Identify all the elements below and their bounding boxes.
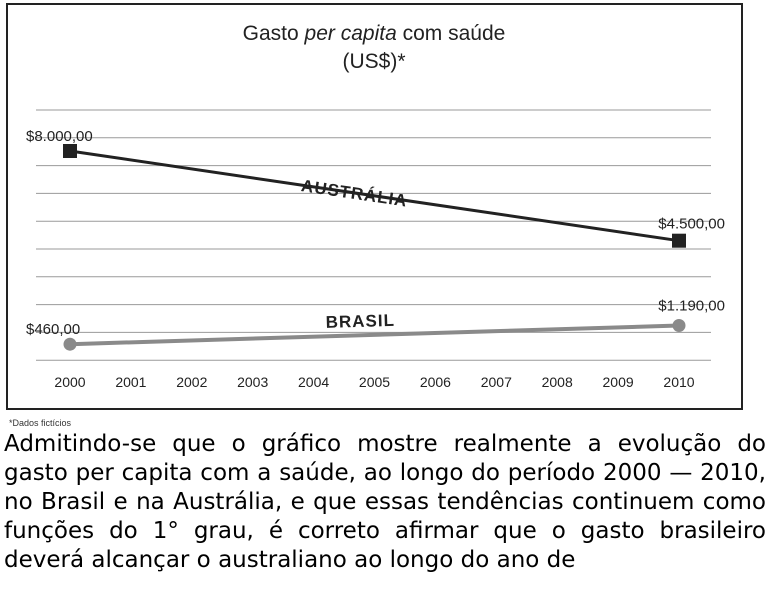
chart-panel: Gasto per capita com saúde (US$)* $8.000… [6, 3, 743, 410]
series-name-label: AUSTRÁLIA [300, 176, 409, 210]
series-layer: $8.000,00 $4.500,00 AUSTRÁLIA $460,00 $1.190… [26, 128, 725, 351]
x-tick-label: 2005 [359, 374, 390, 390]
x-tick-label: 2008 [542, 374, 573, 390]
x-tick-label: 2009 [603, 374, 634, 390]
chart-title-line2: (US$)* [342, 50, 405, 73]
question-text: Admitindo-se que o gráfico mostre realme… [4, 431, 766, 573]
chart-title-italic: per capita [304, 22, 397, 45]
data-label: $460,00 [26, 321, 80, 338]
chart-title-post: com saúde [397, 22, 506, 45]
data-point-brasil [672, 319, 686, 333]
x-tick-label: 2002 [176, 374, 207, 390]
series-line-australia [69, 149, 680, 243]
series-name-label: BRASIL [325, 311, 395, 332]
data-label: $8.000,00 [26, 128, 93, 145]
data-label: $4.500,00 [658, 216, 725, 233]
x-tick-label: 2000 [54, 374, 85, 390]
x-tick-label: 2004 [298, 374, 329, 390]
x-axis-ticks: 2000 2001 2002 2003 2004 2005 2006 2007 2008 2009… [54, 374, 694, 390]
series-line-brasil [69, 323, 680, 347]
data-label: $1.190,00 [658, 298, 725, 315]
chart-title-line1: Gasto per capita com saúde [243, 22, 506, 45]
x-tick-label: 2010 [663, 374, 694, 390]
data-point-brasil [63, 337, 77, 351]
x-tick-label: 2003 [237, 374, 268, 390]
gridlines [36, 109, 711, 361]
x-tick-label: 2001 [115, 374, 146, 390]
footnote: *Dados fictícios [9, 418, 72, 428]
line-chart: Gasto per capita com saúde (US$)* $8.000… [26, 22, 725, 390]
x-tick-label: 2007 [481, 374, 512, 390]
data-point-australia [672, 233, 686, 248]
data-point-australia [63, 144, 77, 158]
chart-title-pre: Gasto [243, 22, 305, 45]
x-tick-label: 2006 [420, 374, 451, 390]
